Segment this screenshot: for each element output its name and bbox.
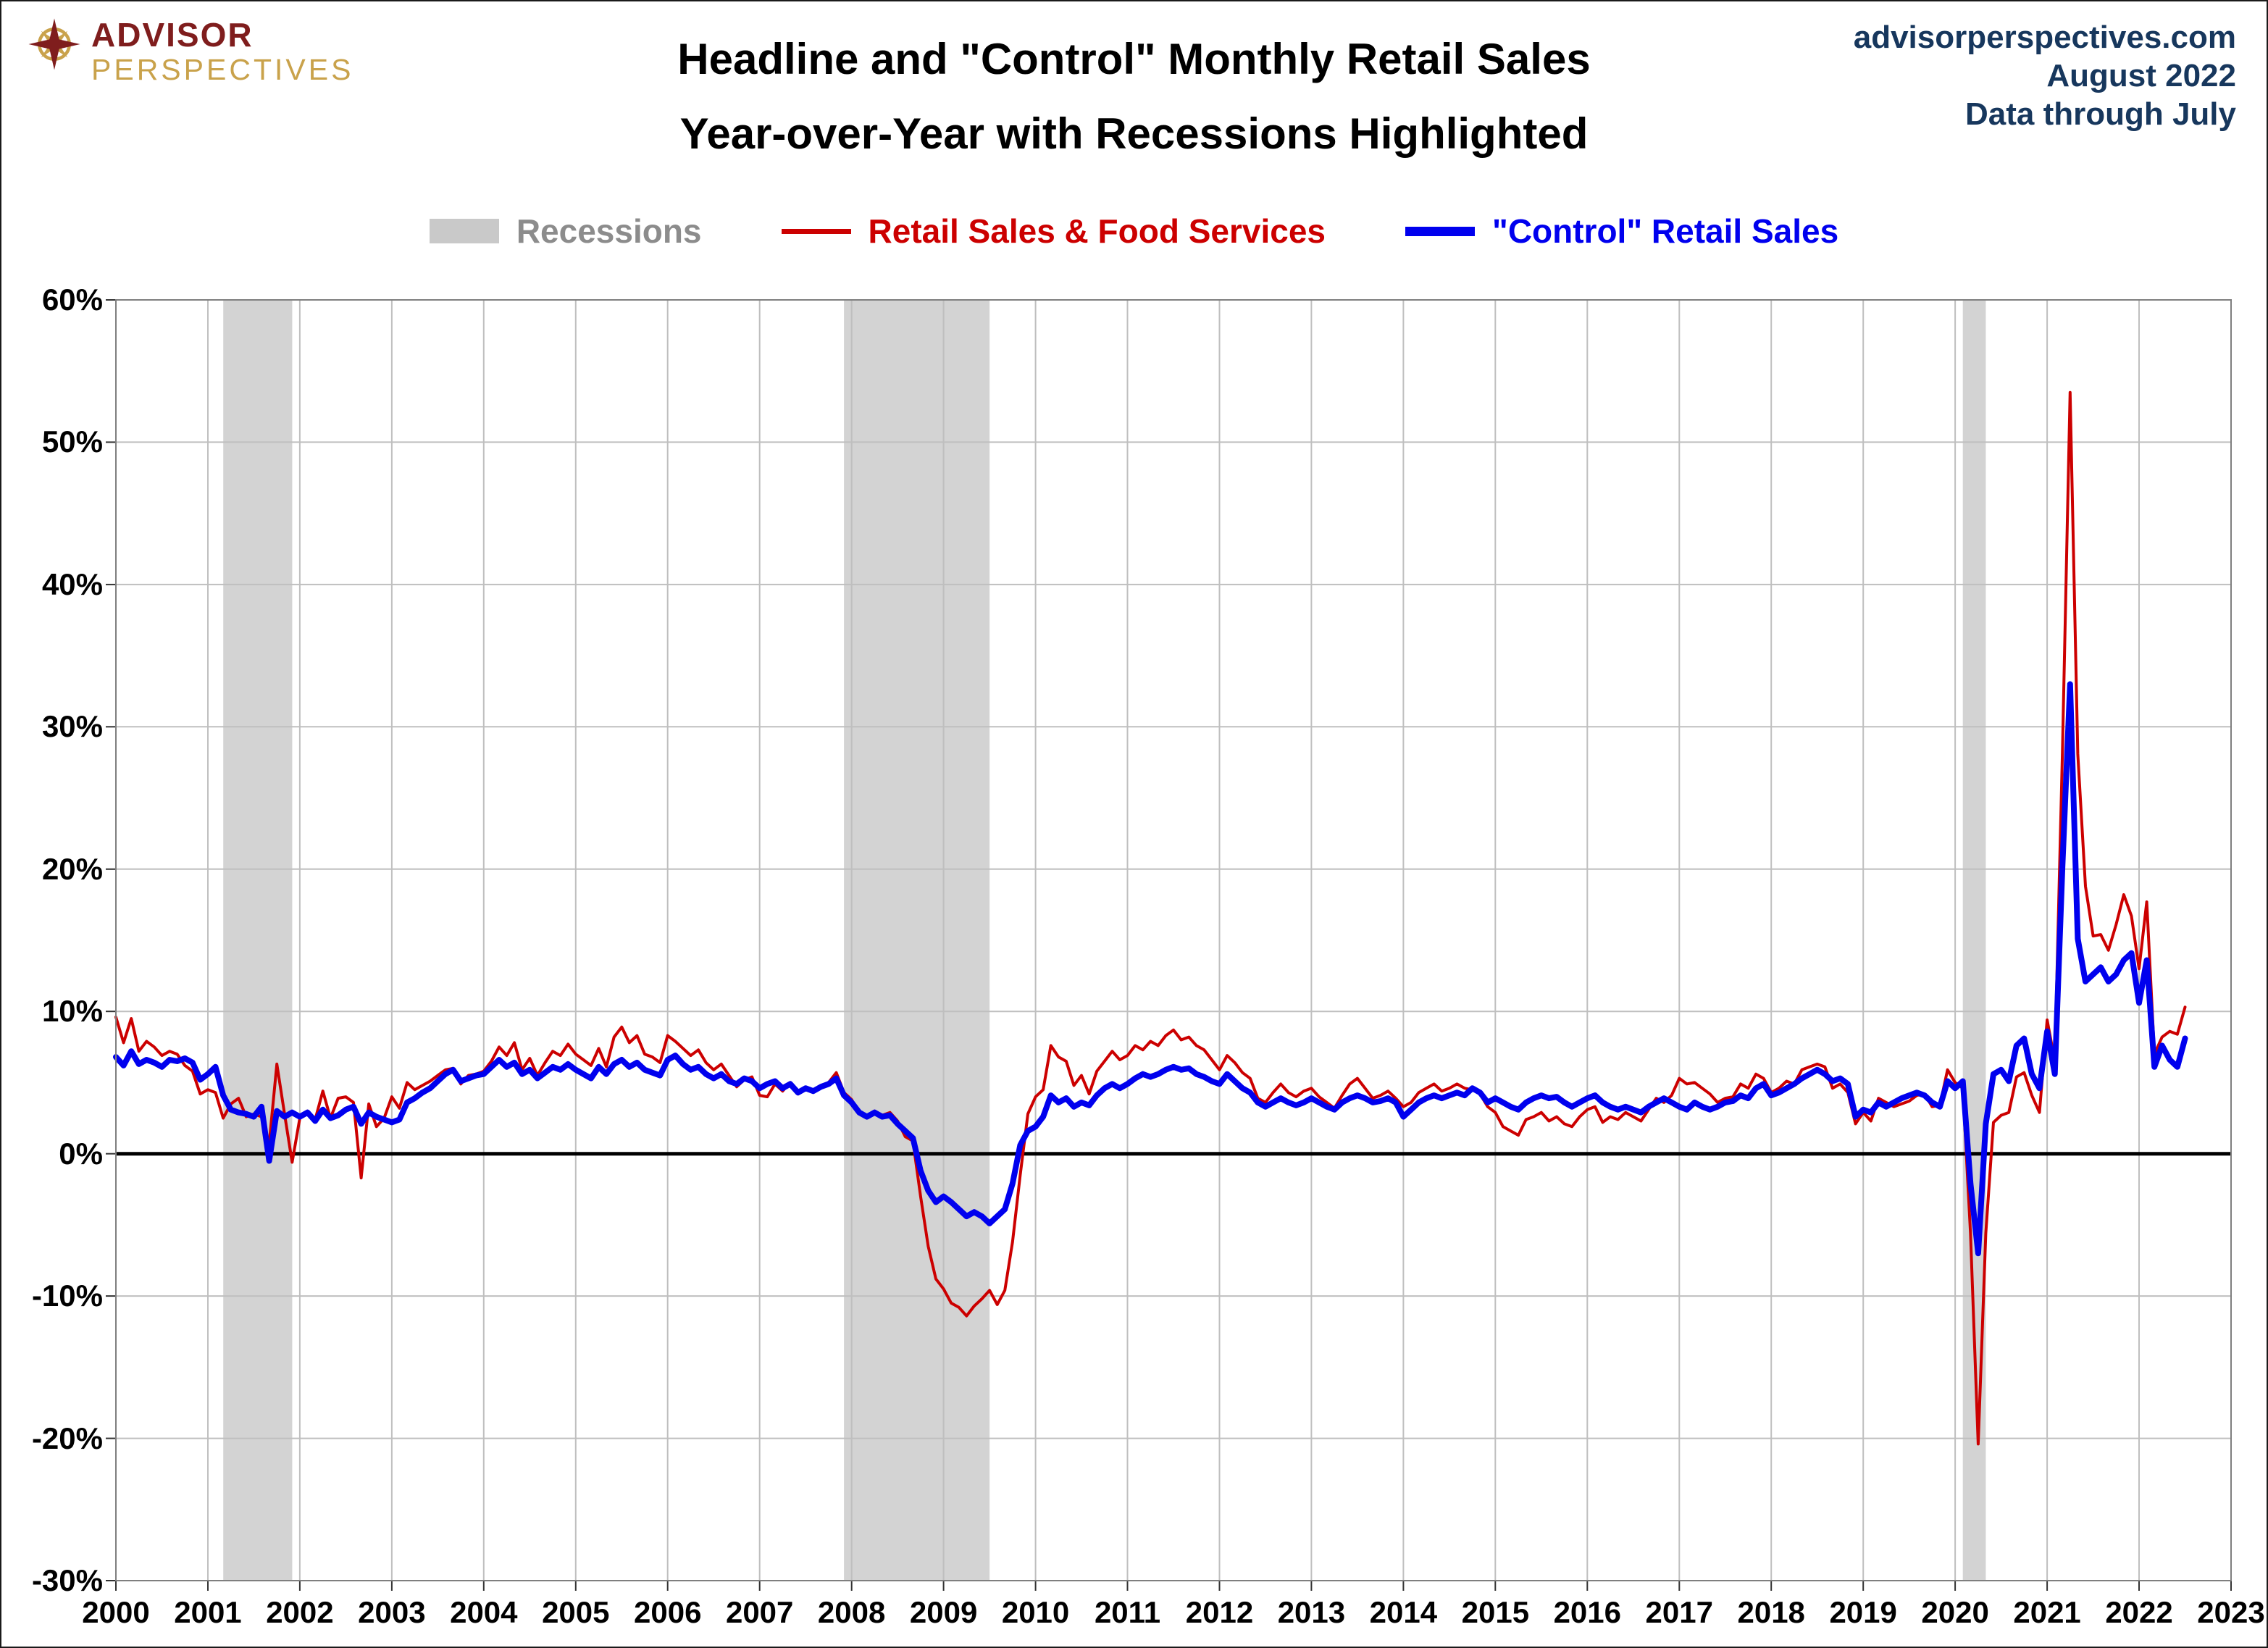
legend-label-control: "Control" Retail Sales: [1492, 212, 1839, 250]
recession-band: [223, 300, 293, 1581]
recession-band: [844, 300, 990, 1581]
chart-title-line2: Year-over-Year with Recessions Highlight…: [679, 109, 1589, 159]
control-line-swatch: [1405, 226, 1476, 236]
series-line-control: [113, 681, 2188, 1257]
source-date: August 2022: [2046, 57, 2236, 93]
plot-border: [115, 299, 2232, 1581]
recession-band: [1962, 300, 1986, 1581]
compass-rose-icon: [28, 18, 80, 70]
legend-label-recessions: Recessions: [516, 212, 702, 250]
legend-item-recessions: Recessions: [429, 212, 702, 251]
legend-label-headline: Retail Sales & Food Services: [868, 212, 1326, 250]
legend-item-control: "Control" Retail Sales: [1405, 212, 1838, 251]
logo-text: ADVISOR PERSPECTIVES: [91, 17, 353, 88]
legend: Recessions Retail Sales & Food Services …: [1, 212, 2267, 251]
chart-title-line1: Headline and "Control" Monthly Retail Sa…: [677, 35, 1591, 83]
logo-line1: ADVISOR: [91, 16, 254, 54]
series-line-headline: [114, 390, 2187, 1446]
legend-item-headline: Retail Sales & Food Services: [781, 212, 1326, 251]
recession-band-swatch: [429, 219, 499, 243]
source-site: advisorperspectives.com: [1853, 20, 2236, 55]
logo-line2: PERSPECTIVES: [91, 53, 354, 87]
source-info: advisorperspectives.com August 2022 Data…: [1854, 19, 2236, 133]
source-note: Data through July: [1964, 96, 2236, 132]
headline-line-swatch: [781, 228, 851, 234]
chart-title: Headline and "Control" Monthly Retail Sa…: [407, 22, 1861, 171]
advisor-perspectives-logo: ADVISOR PERSPECTIVES: [28, 17, 353, 88]
